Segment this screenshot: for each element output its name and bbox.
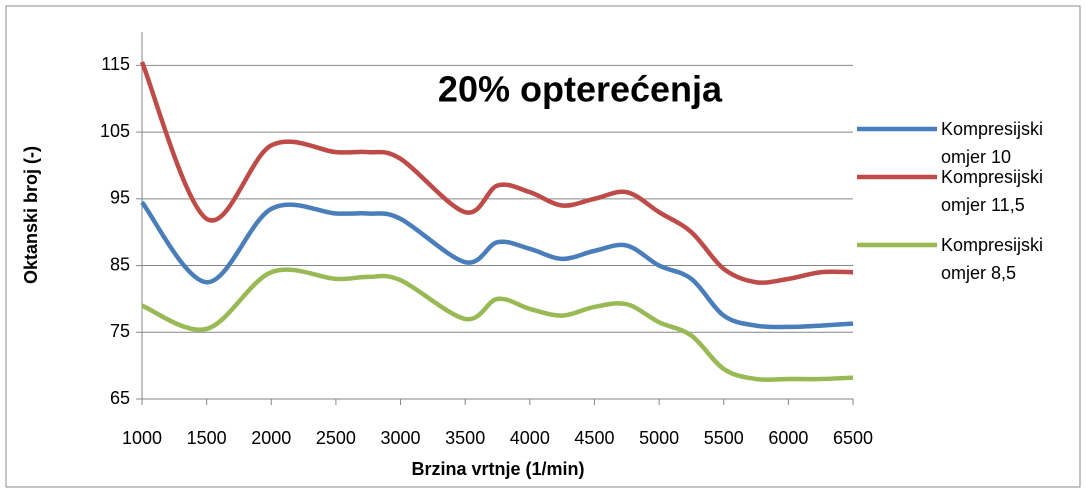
y-tick-label: 75 xyxy=(110,321,130,341)
x-tick-label: 1500 xyxy=(187,428,227,448)
y-tick-label: 95 xyxy=(110,188,130,208)
x-tick-label: 4500 xyxy=(574,428,614,448)
x-tick-label: 5000 xyxy=(639,428,679,448)
series-line xyxy=(141,267,854,382)
y-tick-label: 65 xyxy=(110,388,130,408)
x-tick-label: 6500 xyxy=(833,428,873,448)
x-axis-title: Brzina vrtnje (1/min) xyxy=(411,459,584,479)
x-tick-label: 1000 xyxy=(122,428,162,448)
x-tick-label: 6000 xyxy=(768,428,808,448)
y-axis-title: Oktanski broj (-) xyxy=(21,146,41,284)
legend-label: Kompresijski omjer 11,5 xyxy=(941,167,1044,215)
y-tick-label: 85 xyxy=(110,254,130,274)
x-tick-label: 3000 xyxy=(381,428,421,448)
x-tick-label: 5500 xyxy=(704,428,744,448)
chart-title: 20% opterećenja xyxy=(438,69,723,110)
x-tick-label: 2000 xyxy=(251,428,291,448)
y-tick-label: 105 xyxy=(100,121,130,141)
x-tick-label: 4000 xyxy=(510,428,550,448)
x-tick-label: 3500 xyxy=(445,428,485,448)
x-tick-label: 2500 xyxy=(316,428,356,448)
legend-label: Kompresijski omjer 10 xyxy=(941,119,1044,167)
legend-label: Kompresijski omjer 8,5 xyxy=(941,235,1044,283)
series-line xyxy=(139,61,854,285)
series-line xyxy=(140,200,854,330)
y-tick-label: 115 xyxy=(101,54,130,74)
